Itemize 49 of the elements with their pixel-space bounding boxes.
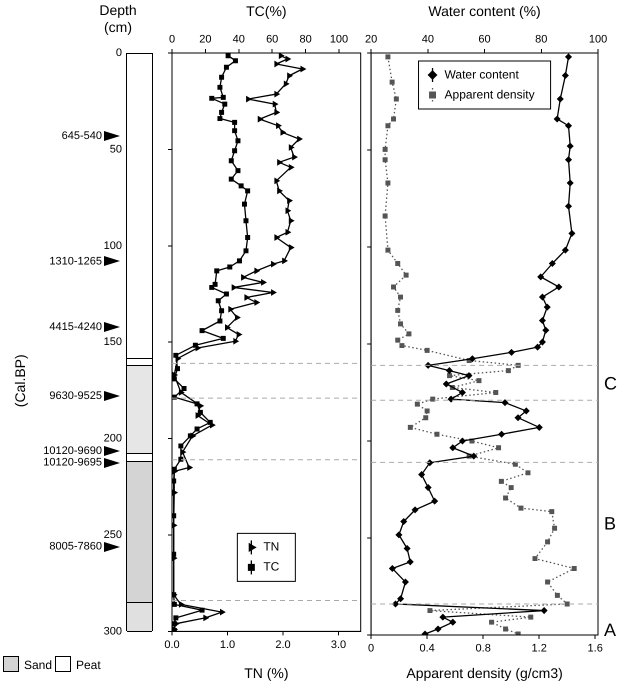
x-tick-label: 1.0 [220,639,236,652]
x2-tick-label: 60 [266,33,278,46]
x2-tick-label: 100 [330,33,348,46]
x-tick-label: 1.6 [588,642,603,655]
text: 9630-9525 [49,390,102,402]
x-tick-label: 0.4 [419,642,435,655]
text: C [604,374,617,394]
x2-tick-label: 40 [422,33,434,46]
x2-tick-label: 20 [199,33,212,46]
text: 8005-7860 [49,540,102,553]
y-tick-label: 100 [104,240,122,252]
y-tick-label: 150 [104,336,122,348]
x2-axis-title: TC(%) [246,3,287,19]
x-axis-title: TN (%) [244,665,289,681]
x2-tick-label: 100 [588,33,608,46]
text: 4415-4240 [49,320,102,333]
x2-tick-label: 80 [299,33,312,46]
text: 1310-1265 [49,255,102,268]
x-tick-label: 0.0 [164,639,180,652]
text: (Cal.BP) [12,354,28,408]
text: 10120-9690 [43,445,102,458]
text: B [604,513,616,534]
y-tick-label: 300 [104,625,122,638]
x2-tick-label: 60 [478,33,491,46]
x2-tick-label: 20 [364,33,378,46]
x-axis-title: Apparent density (g/cm3) [406,665,563,681]
x-tick-label: 0 [368,642,374,655]
legend-label: Apparent density [444,87,535,102]
y-tick-label: 50 [110,143,122,156]
text: 10120-9695 [43,456,102,469]
x2-tick-label: 80 [535,33,548,46]
x-tick-label: 3.0 [330,639,346,652]
y-axis-title: Depth (cm) [99,2,137,35]
text: Sand [24,658,52,672]
y-tick-label: 250 [104,529,122,542]
text: A [604,620,616,640]
x2-tick-label: 0 [168,33,176,46]
legend-label: TN [263,540,280,554]
y-tick-label: 200 [104,432,122,445]
y-tick-label: 0 [116,47,122,60]
x2-tick-label: 40 [232,33,245,46]
legend-label: Water content [444,67,520,82]
x-tick-label: 0.8 [476,642,491,655]
legend-label: TC [263,560,280,574]
x-tick-label: 2.0 [275,639,291,652]
x2-axis-title: Water content (%) [428,3,541,19]
x-tick-label: 1.2 [532,642,547,655]
text: Peat [76,658,102,672]
text: 645-540 [62,130,102,142]
